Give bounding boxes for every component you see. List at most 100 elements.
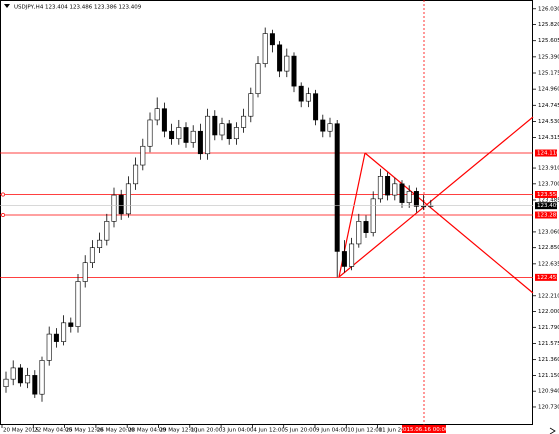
level-label-box bbox=[535, 273, 557, 281]
level-anchor bbox=[1, 213, 5, 217]
x-tick-label: 29 May 12:00 bbox=[160, 428, 198, 434]
candle-body bbox=[262, 33, 268, 64]
chart-title: USDJPY,H4 123.404 123.486 123.386 123.40… bbox=[14, 5, 142, 11]
candle-body bbox=[176, 127, 182, 140]
candle-body bbox=[349, 243, 355, 267]
candle-body bbox=[413, 191, 419, 207]
y-tick-label: 124.530 bbox=[538, 119, 559, 125]
level-label-box bbox=[535, 149, 557, 157]
candle-body bbox=[133, 164, 139, 185]
x-tick-label: 1 Jun 20:00 bbox=[191, 428, 223, 434]
plot-frame bbox=[0, 0, 533, 425]
marker-label-box bbox=[402, 425, 446, 433]
candle-body bbox=[233, 127, 239, 140]
marker-label: 2015.06.16 00:00 bbox=[399, 427, 449, 433]
x-tick-label: 25 May 12:00 bbox=[66, 428, 104, 434]
candle-body bbox=[370, 198, 376, 233]
candle-body bbox=[161, 108, 167, 132]
candle-body bbox=[291, 55, 297, 87]
candle-body bbox=[205, 115, 211, 155]
level-label-box bbox=[535, 190, 557, 198]
x-tick-label: 11 Jun 20:00 bbox=[379, 428, 414, 434]
candle-body bbox=[320, 119, 326, 132]
current-price-label: 123.409 bbox=[537, 203, 559, 209]
candle-body bbox=[46, 333, 52, 361]
x-tick-label: 3 Jun 04:00 bbox=[222, 428, 254, 434]
level-label: 123.558 bbox=[537, 192, 559, 198]
candle-body bbox=[313, 93, 319, 121]
y-tick-label: 121.575 bbox=[538, 341, 559, 347]
candle-body bbox=[356, 221, 362, 245]
candle-body bbox=[89, 247, 95, 264]
candle-body bbox=[25, 375, 31, 384]
symbol-arrow bbox=[4, 4, 10, 8]
y-tick-label: 123.910 bbox=[538, 166, 559, 172]
x-tick-label: 5 Jun 20:00 bbox=[285, 428, 317, 434]
candle-body bbox=[363, 221, 369, 233]
candle-body bbox=[125, 183, 131, 215]
candle-body bbox=[17, 367, 23, 384]
candle-body bbox=[212, 115, 218, 136]
candle-body bbox=[399, 183, 405, 203]
y-tick-label: 123.485 bbox=[538, 197, 559, 203]
candle-body bbox=[169, 130, 175, 140]
candle-body bbox=[305, 93, 311, 102]
candle-body bbox=[327, 123, 333, 132]
y-tick-label: 121.360 bbox=[538, 357, 559, 363]
candle-body bbox=[140, 145, 146, 166]
candle-body bbox=[248, 93, 254, 117]
y-tick-label: 122.210 bbox=[538, 293, 559, 299]
level-label: 122.455 bbox=[537, 275, 559, 281]
candle-body bbox=[406, 191, 412, 203]
candle-body bbox=[421, 205, 427, 208]
candle-body bbox=[377, 176, 383, 200]
y-tick-label: 120.730 bbox=[538, 404, 559, 410]
candle-body bbox=[241, 115, 247, 128]
candle-body bbox=[154, 108, 160, 121]
level-label: 123.285 bbox=[537, 213, 559, 219]
candle-body bbox=[53, 333, 59, 342]
y-tick-label: 125.390 bbox=[538, 54, 559, 60]
candle-body bbox=[68, 322, 74, 327]
y-tick-label: 125.820 bbox=[538, 22, 559, 28]
y-tick-label: 124.745 bbox=[538, 103, 559, 109]
x-tick-label: 10 Jun 12:00 bbox=[347, 428, 382, 434]
candle-body bbox=[39, 360, 45, 395]
candle-body bbox=[385, 176, 391, 196]
x-tick-label: 9 Jun 04:00 bbox=[316, 428, 348, 434]
candle-body bbox=[104, 221, 110, 241]
y-tick-label: 122.850 bbox=[538, 245, 559, 251]
candle-body bbox=[183, 127, 189, 143]
candle-body bbox=[61, 322, 67, 342]
x-tick-label: 4 Jun 12:00 bbox=[253, 428, 285, 434]
level-anchor bbox=[1, 192, 5, 197]
y-tick-label: 120.940 bbox=[538, 389, 559, 395]
candle-body bbox=[10, 367, 16, 380]
candle-body bbox=[298, 85, 304, 102]
candle-body bbox=[97, 239, 103, 248]
candle-body bbox=[255, 63, 261, 94]
y-tick-label: 124.960 bbox=[538, 87, 559, 93]
candle-body bbox=[219, 123, 225, 136]
y-tick-label: 126.030 bbox=[538, 6, 559, 12]
y-tick-label: 121.150 bbox=[538, 373, 559, 379]
y-tick-label: 122.635 bbox=[538, 261, 559, 267]
x-tick-label: 26 May 20:00 bbox=[97, 428, 135, 434]
y-tick-label: 123.060 bbox=[538, 229, 559, 235]
x-tick-label: 22 May 04:00 bbox=[34, 428, 72, 434]
y-tick-label: 125.605 bbox=[538, 38, 559, 44]
x-tick-label: 28 May 04:00 bbox=[128, 428, 166, 434]
candle-body bbox=[118, 194, 124, 215]
y-tick-label: 124.315 bbox=[538, 135, 559, 141]
y-tick-label: 123.700 bbox=[538, 181, 559, 187]
candle-body bbox=[82, 262, 88, 282]
y-tick-label: 122.000 bbox=[538, 309, 559, 315]
candle-body bbox=[197, 130, 203, 155]
candle-body bbox=[3, 378, 9, 387]
candle-body bbox=[32, 375, 38, 395]
candle-body bbox=[392, 183, 398, 196]
candle-body bbox=[341, 251, 347, 267]
candle-body bbox=[226, 123, 232, 140]
y-tick-label: 125.175 bbox=[538, 71, 559, 77]
